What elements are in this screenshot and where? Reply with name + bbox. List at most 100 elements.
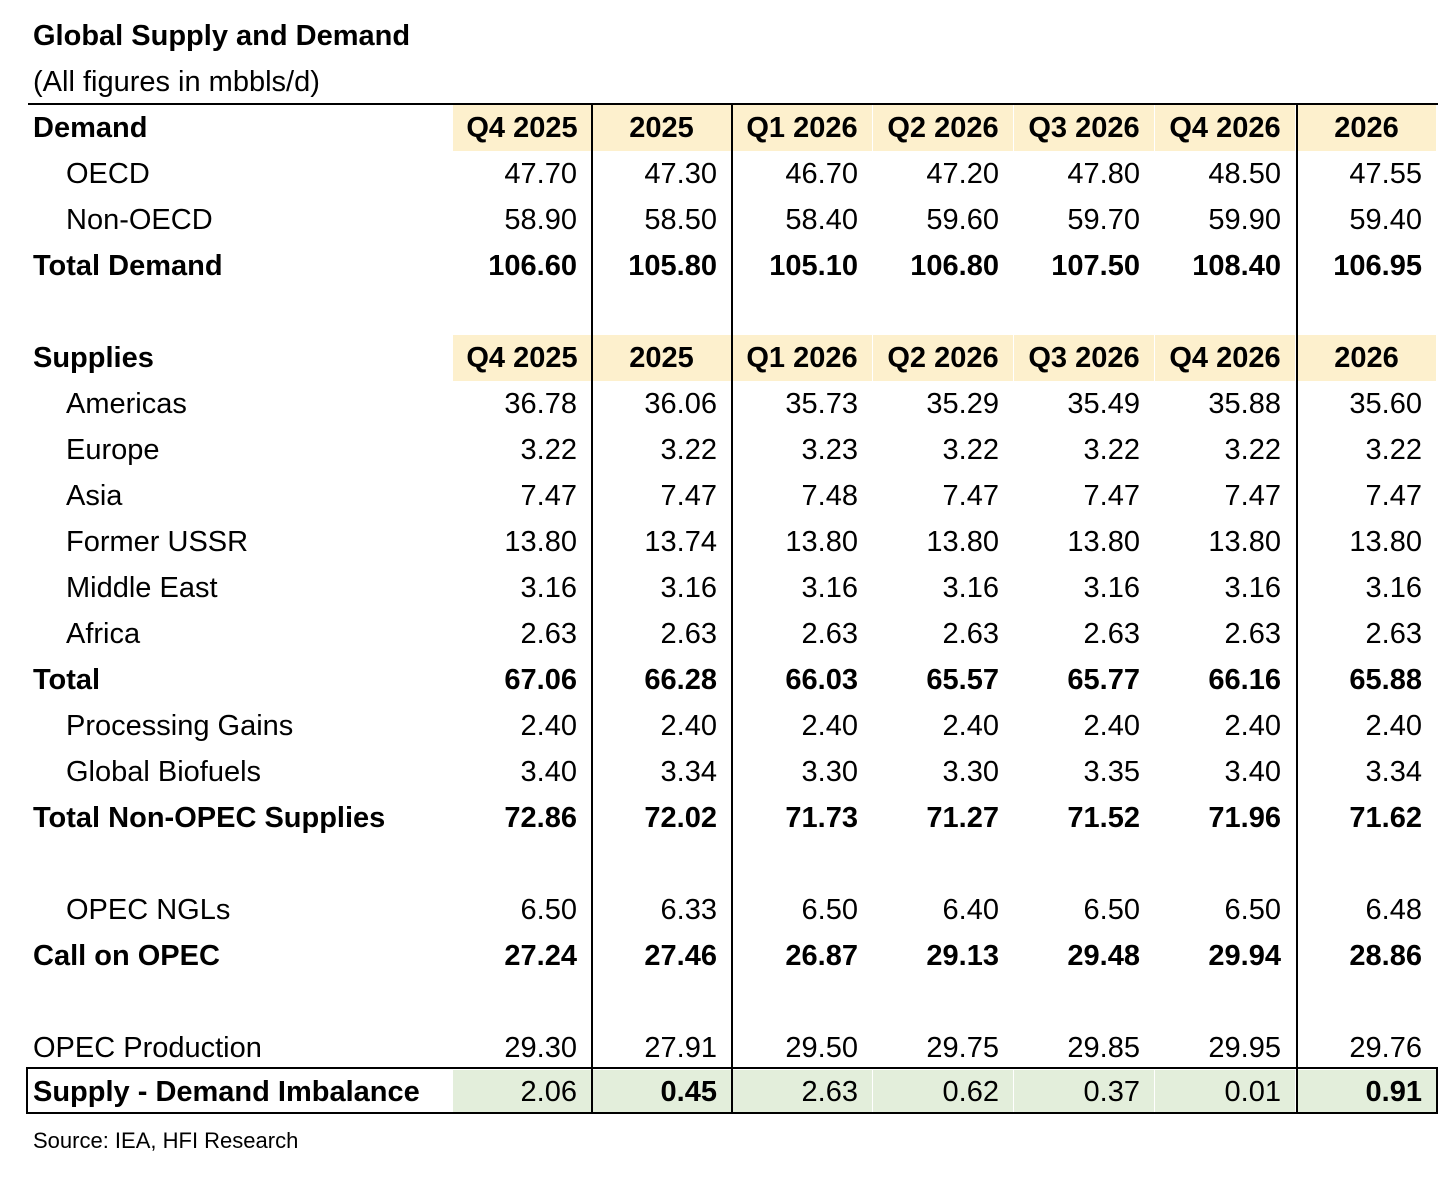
column-header: Q4 2025 [466, 112, 578, 144]
row-total-non-opec-supplies-value: 71.96 [1208, 802, 1281, 834]
row-middle-east-value: 3.16 [1083, 572, 1140, 604]
row-processing-gains-value: 2.40 [520, 710, 577, 742]
row-americas-value: 35.29 [926, 388, 999, 420]
row-processing-gains-value: 2.40 [660, 710, 717, 742]
header-fill [1014, 105, 1154, 151]
row-call-on-opec-value: 29.13 [926, 940, 999, 972]
header-fill [873, 335, 1013, 381]
header-fill [592, 105, 731, 151]
column-header: 2025 [629, 112, 694, 144]
column-header: 2026 [1334, 112, 1399, 144]
row-non-oecd-value: 59.60 [926, 204, 999, 236]
column-header: 2026 [1334, 342, 1399, 374]
row-global-biofuels-value: 3.30 [942, 756, 999, 788]
row-total-value: 65.77 [1067, 664, 1140, 696]
row-oecd-value: 47.70 [504, 158, 577, 190]
row-opec-ngls-value: 6.50 [520, 894, 577, 926]
row-americas-value: 35.88 [1208, 388, 1281, 420]
row-asia-value: 7.47 [660, 480, 717, 512]
row-asia-value: 7.47 [942, 480, 999, 512]
row-asia-value: 7.48 [801, 480, 858, 512]
row-opec-production-value: 29.30 [504, 1032, 577, 1064]
row-asia-label: Asia [66, 480, 123, 512]
imbalance-fill [1297, 1070, 1436, 1114]
row-total-value: 65.57 [926, 664, 999, 696]
header-fill [592, 335, 731, 381]
row-supply-demand-imbalance-value: 2.06 [520, 1076, 577, 1108]
row-asia-value: 7.47 [1365, 480, 1422, 512]
row-supply-demand-imbalance-value: 0.62 [942, 1076, 999, 1108]
row-call-on-opec-value: 27.24 [504, 940, 577, 972]
row-americas-value: 36.06 [644, 388, 717, 420]
row-opec-production-value: 29.75 [926, 1032, 999, 1064]
demand-header-label: Demand [33, 112, 148, 144]
row-europe-value: 3.22 [1365, 434, 1422, 466]
imbalance-bottom-border [26, 1112, 1438, 1114]
column-header: Q3 2026 [1028, 112, 1140, 144]
row-total-demand-value: 105.10 [769, 250, 858, 282]
row-opec-ngls-value: 6.50 [1083, 894, 1140, 926]
header-fill [453, 105, 591, 151]
row-global-biofuels-value: 3.34 [1365, 756, 1422, 788]
row-oecd-value: 47.30 [644, 158, 717, 190]
row-africa-value: 2.63 [942, 618, 999, 650]
column-header: Q4 2026 [1169, 112, 1281, 144]
row-global-biofuels-value: 3.35 [1083, 756, 1140, 788]
column-header: Q3 2026 [1028, 342, 1140, 374]
row-total-non-opec-supplies-value: 71.62 [1349, 802, 1422, 834]
column-header: Q4 2026 [1169, 342, 1281, 374]
row-supply-demand-imbalance-label: Supply - Demand Imbalance [33, 1076, 420, 1108]
row-middle-east-value: 3.16 [520, 572, 577, 604]
column-header: 2025 [629, 342, 694, 374]
row-total-value: 67.06 [504, 664, 577, 696]
row-total-demand-value: 107.50 [1051, 250, 1140, 282]
row-call-on-opec-value: 27.46 [644, 940, 717, 972]
row-asia-value: 7.47 [1224, 480, 1281, 512]
row-global-biofuels-value: 3.40 [1224, 756, 1281, 788]
row-americas-value: 35.73 [785, 388, 858, 420]
row-asia-value: 7.47 [520, 480, 577, 512]
row-processing-gains-value: 2.40 [1365, 710, 1422, 742]
row-africa-label: Africa [66, 618, 141, 650]
header-fill [1155, 335, 1295, 381]
row-total-non-opec-supplies-value: 72.86 [504, 802, 577, 834]
imbalance-right-border [1436, 1067, 1438, 1114]
row-europe-value: 3.22 [942, 434, 999, 466]
row-opec-production-value: 29.95 [1208, 1032, 1281, 1064]
row-opec-ngls-value: 6.40 [942, 894, 999, 926]
row-processing-gains-value: 2.40 [1083, 710, 1140, 742]
row-total-non-opec-supplies-value: 71.27 [926, 802, 999, 834]
source-note: Source: IEA, HFI Research [33, 1128, 299, 1153]
row-processing-gains-value: 2.40 [942, 710, 999, 742]
row-africa-value: 2.63 [520, 618, 577, 650]
header-fill [1155, 105, 1295, 151]
row-opec-production-value: 29.76 [1349, 1032, 1422, 1064]
row-former-ussr-value: 13.80 [1208, 526, 1281, 558]
row-processing-gains-label: Processing Gains [66, 710, 294, 742]
row-europe-value: 3.23 [801, 434, 858, 466]
divider-after-q1 [731, 103, 733, 1113]
row-total-value: 66.16 [1208, 664, 1281, 696]
imbalance-fill [592, 1070, 731, 1114]
row-non-oecd-value: 58.90 [504, 204, 577, 236]
row-global-biofuels-value: 3.40 [520, 756, 577, 788]
row-opec-ngls-value: 6.33 [660, 894, 717, 926]
row-total-demand-label: Total Demand [33, 250, 223, 282]
row-opec-ngls-value: 6.48 [1365, 894, 1422, 926]
row-former-ussr-value: 13.80 [1067, 526, 1140, 558]
row-former-ussr-value: 13.74 [644, 526, 717, 558]
imbalance-fill [732, 1070, 872, 1114]
row-europe-value: 3.22 [1083, 434, 1140, 466]
row-opec-ngls-value: 6.50 [801, 894, 858, 926]
row-total-demand-value: 106.60 [488, 250, 577, 282]
column-header: Q1 2026 [746, 342, 858, 374]
row-opec-ngls-label: OPEC NGLs [66, 894, 231, 926]
row-total-non-opec-supplies-value: 71.52 [1067, 802, 1140, 834]
row-former-ussr-value: 13.80 [504, 526, 577, 558]
row-opec-ngls-value: 6.50 [1224, 894, 1281, 926]
row-americas-value: 36.78 [504, 388, 577, 420]
row-non-oecd-value: 59.90 [1208, 204, 1281, 236]
divider-before-2026 [1296, 103, 1298, 1113]
row-supply-demand-imbalance-value: 0.45 [660, 1076, 717, 1108]
